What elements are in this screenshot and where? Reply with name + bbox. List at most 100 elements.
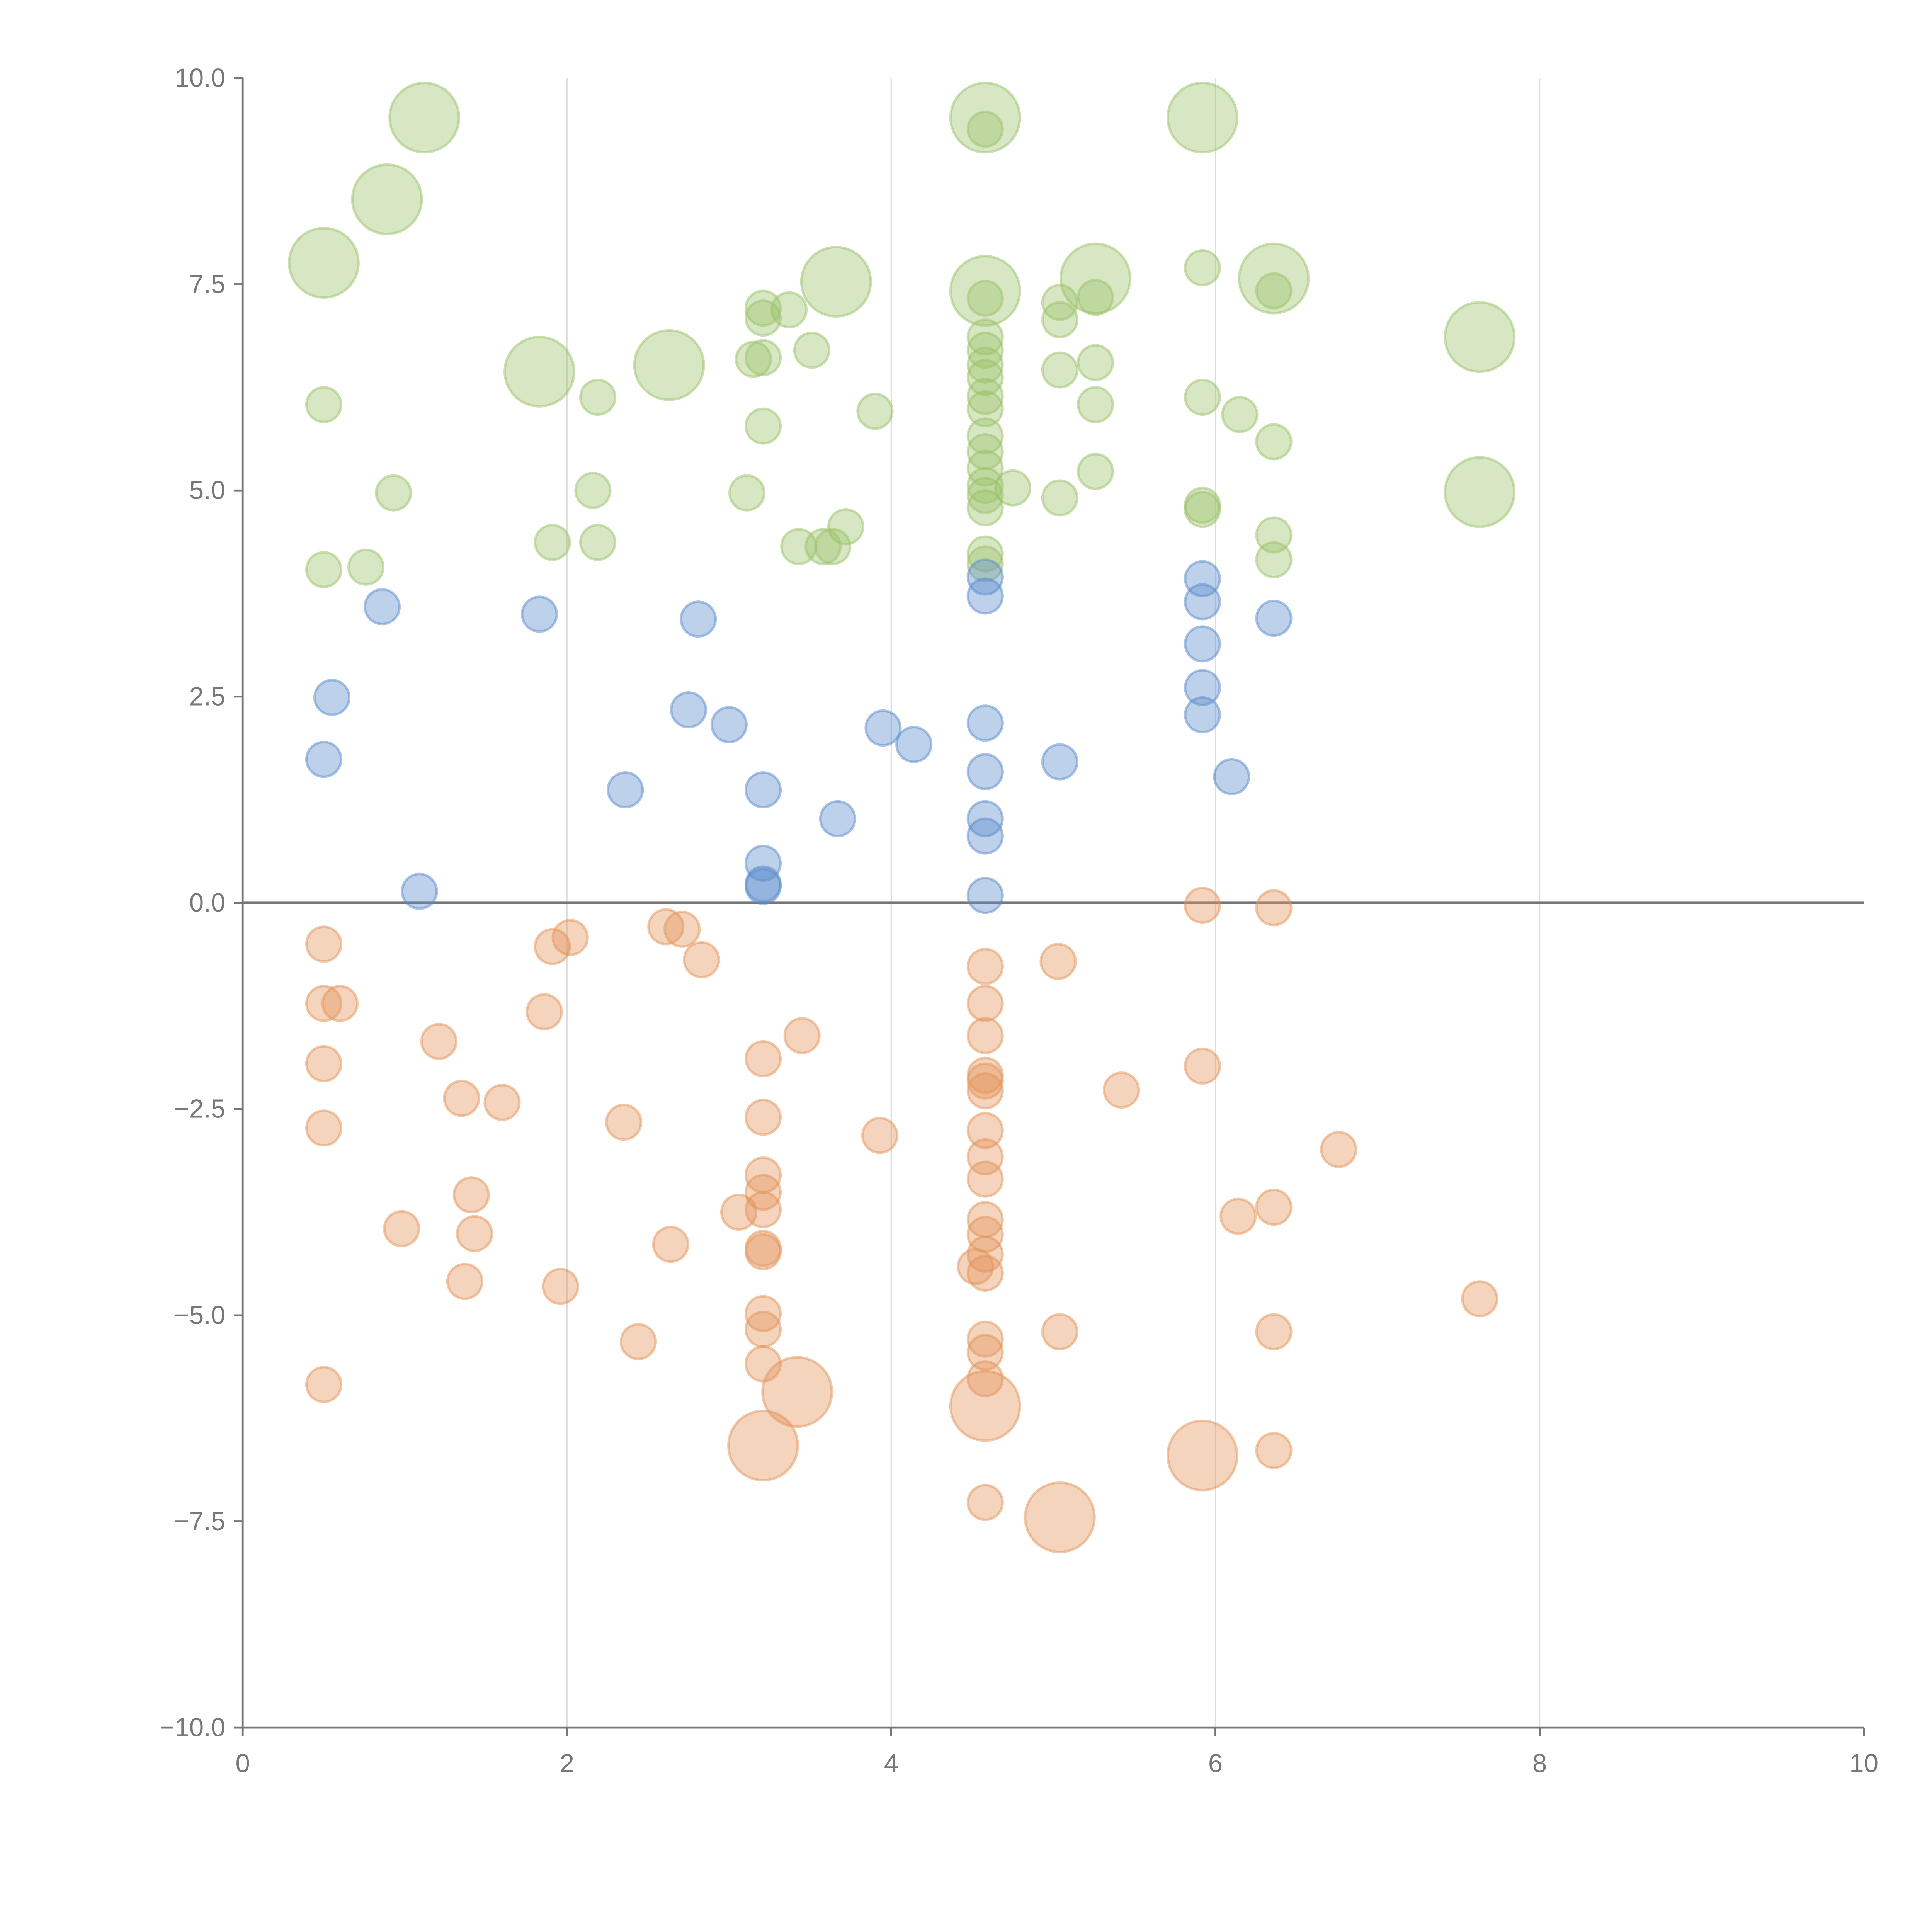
- data-point-orange: [966, 1112, 1004, 1149]
- data-point-orange: [1184, 886, 1221, 924]
- data-point-green: [375, 474, 412, 512]
- data-point-blue: [819, 800, 857, 837]
- data-point-orange: [744, 1311, 782, 1348]
- data-point-orange: [1103, 1071, 1140, 1109]
- data-point-green: [770, 291, 808, 328]
- data-point-green: [288, 227, 360, 299]
- series-orange: [305, 886, 1498, 1553]
- data-point-orange: [966, 1484, 1004, 1521]
- data-point-orange: [1039, 943, 1077, 980]
- data-point-blue: [520, 595, 558, 633]
- data-point-orange: [744, 1040, 782, 1078]
- data-point-orange: [305, 925, 343, 963]
- data-point-orange: [305, 1045, 343, 1082]
- data-point-orange: [744, 1191, 782, 1228]
- data-point-green: [1041, 351, 1078, 389]
- data-point-blue: [1184, 696, 1221, 733]
- data-point-green: [966, 489, 1004, 527]
- data-point-green: [744, 289, 782, 327]
- data-point-green: [1041, 479, 1078, 517]
- axes: 0 2 4 6 8 10 −10.0 −7.5 −5.0 −2.5 0.0 2.5 5.0 7.5 10.0: [160, 63, 1878, 1778]
- data-point-blue: [363, 588, 401, 626]
- data-point-orange: [861, 1117, 899, 1154]
- data-point-green: [949, 255, 1021, 327]
- data-point-green: [1221, 396, 1259, 433]
- data-point-blue: [895, 726, 933, 763]
- data-point-green: [966, 346, 1004, 384]
- data-point-orange: [1255, 1313, 1293, 1350]
- series-green: [288, 82, 1516, 588]
- data-point-green: [814, 528, 852, 565]
- data-point-blue: [966, 558, 1004, 596]
- data-point-blue: [966, 817, 1004, 855]
- y-tick-label: 5.0: [189, 476, 226, 505]
- data-point-orange: [534, 928, 571, 965]
- data-point-blue: [680, 600, 717, 638]
- data-point-green: [305, 386, 343, 423]
- data-point-green: [966, 359, 1004, 396]
- data-point-blue: [966, 877, 1004, 914]
- data-point-blue: [607, 771, 644, 809]
- y-tick-label: −2.5: [174, 1095, 225, 1124]
- data-point-orange: [1166, 1419, 1238, 1492]
- data-point-orange: [663, 910, 701, 948]
- data-point-orange: [966, 1360, 1004, 1398]
- data-point-orange: [966, 1160, 1004, 1198]
- data-point-orange: [966, 1062, 1004, 1100]
- data-point-green: [966, 111, 1004, 148]
- data-point-orange: [456, 1215, 493, 1252]
- data-point-orange: [966, 947, 1004, 985]
- data-point-orange: [1184, 1048, 1221, 1085]
- data-point-orange: [526, 993, 563, 1031]
- data-point-blue: [313, 679, 351, 716]
- data-point-orange: [605, 1104, 643, 1141]
- data-point-green: [351, 163, 423, 235]
- data-point-green: [966, 545, 1004, 583]
- y-tick-label: −5.0: [174, 1301, 225, 1330]
- data-point-blue: [1213, 758, 1250, 796]
- data-point-green: [966, 390, 1004, 427]
- y-tick-label: 2.5: [189, 682, 226, 711]
- data-point-orange: [1461, 1280, 1498, 1318]
- data-point-blue: [305, 741, 343, 778]
- data-point-green: [579, 378, 617, 416]
- data-point-orange: [949, 1370, 1021, 1442]
- x-tick-label: 2: [560, 1749, 574, 1778]
- data-point-blue: [744, 771, 782, 809]
- data-point-green: [744, 407, 782, 445]
- data-point-green: [633, 329, 705, 401]
- data-point-orange: [783, 1017, 821, 1054]
- data-point-orange: [1255, 1432, 1293, 1469]
- data-point-green: [793, 332, 830, 369]
- data-point-blue: [1184, 669, 1221, 706]
- y-tick-label: 7.5: [189, 270, 226, 299]
- data-point-blue: [864, 709, 902, 747]
- data-point-green: [347, 548, 385, 586]
- data-point-green: [966, 417, 1004, 455]
- data-point-orange: [305, 1109, 343, 1147]
- data-point-green: [1166, 82, 1238, 154]
- data-point-green: [966, 279, 1004, 317]
- data-point-orange: [744, 1295, 782, 1332]
- data-point-green: [994, 469, 1032, 507]
- x-tick-label: 6: [1208, 1749, 1223, 1778]
- data-point-blue: [966, 753, 1004, 791]
- data-point-orange: [744, 1233, 782, 1270]
- data-point-orange: [321, 985, 359, 1022]
- data-point-orange: [1255, 889, 1293, 927]
- data-point-orange: [966, 1138, 1004, 1176]
- data-point-green: [728, 474, 766, 512]
- data-point-orange: [305, 1366, 343, 1403]
- data-point-green: [856, 393, 894, 430]
- data-point-green: [1444, 456, 1516, 528]
- series-blue: [305, 558, 1293, 914]
- data-point-green: [1184, 249, 1221, 286]
- data-point-blue: [966, 577, 1004, 615]
- data-point-blue: [401, 872, 438, 910]
- data-point-green: [534, 524, 571, 561]
- data-point-orange: [966, 1017, 1004, 1054]
- data-point-orange: [443, 1080, 480, 1117]
- data-point-orange: [727, 1410, 799, 1482]
- data-point-green: [1255, 541, 1293, 578]
